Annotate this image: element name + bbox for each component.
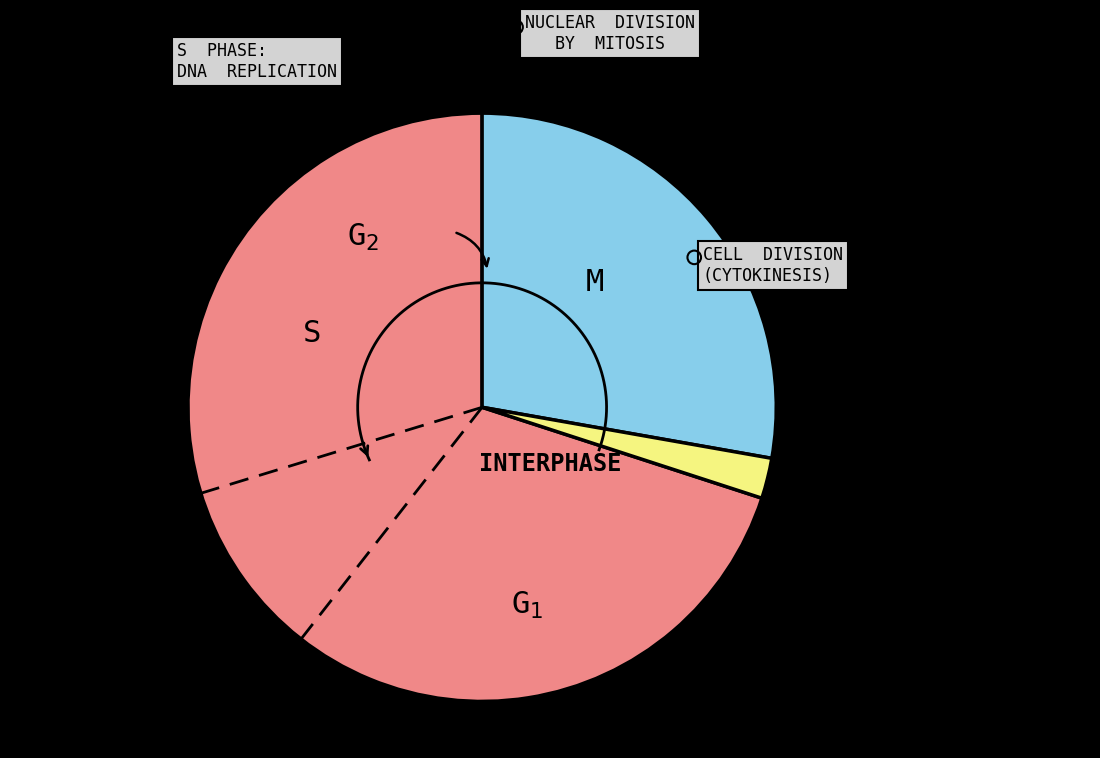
Wedge shape	[482, 113, 777, 459]
Text: G$_1$: G$_1$	[512, 590, 543, 621]
Text: INTERPHASE: INTERPHASE	[478, 452, 622, 476]
Text: S: S	[304, 319, 321, 348]
Text: S  PHASE:
DNA  REPLICATION: S PHASE: DNA REPLICATION	[177, 42, 337, 81]
Text: CELL  DIVISION
(CYTOKINESIS): CELL DIVISION (CYTOKINESIS)	[703, 246, 843, 285]
Text: G$_2$: G$_2$	[348, 222, 380, 253]
Wedge shape	[188, 113, 762, 701]
Text: M: M	[586, 268, 604, 297]
Wedge shape	[482, 407, 772, 498]
Text: NUCLEAR  DIVISION
   BY  MITOSIS: NUCLEAR DIVISION BY MITOSIS	[525, 14, 694, 53]
